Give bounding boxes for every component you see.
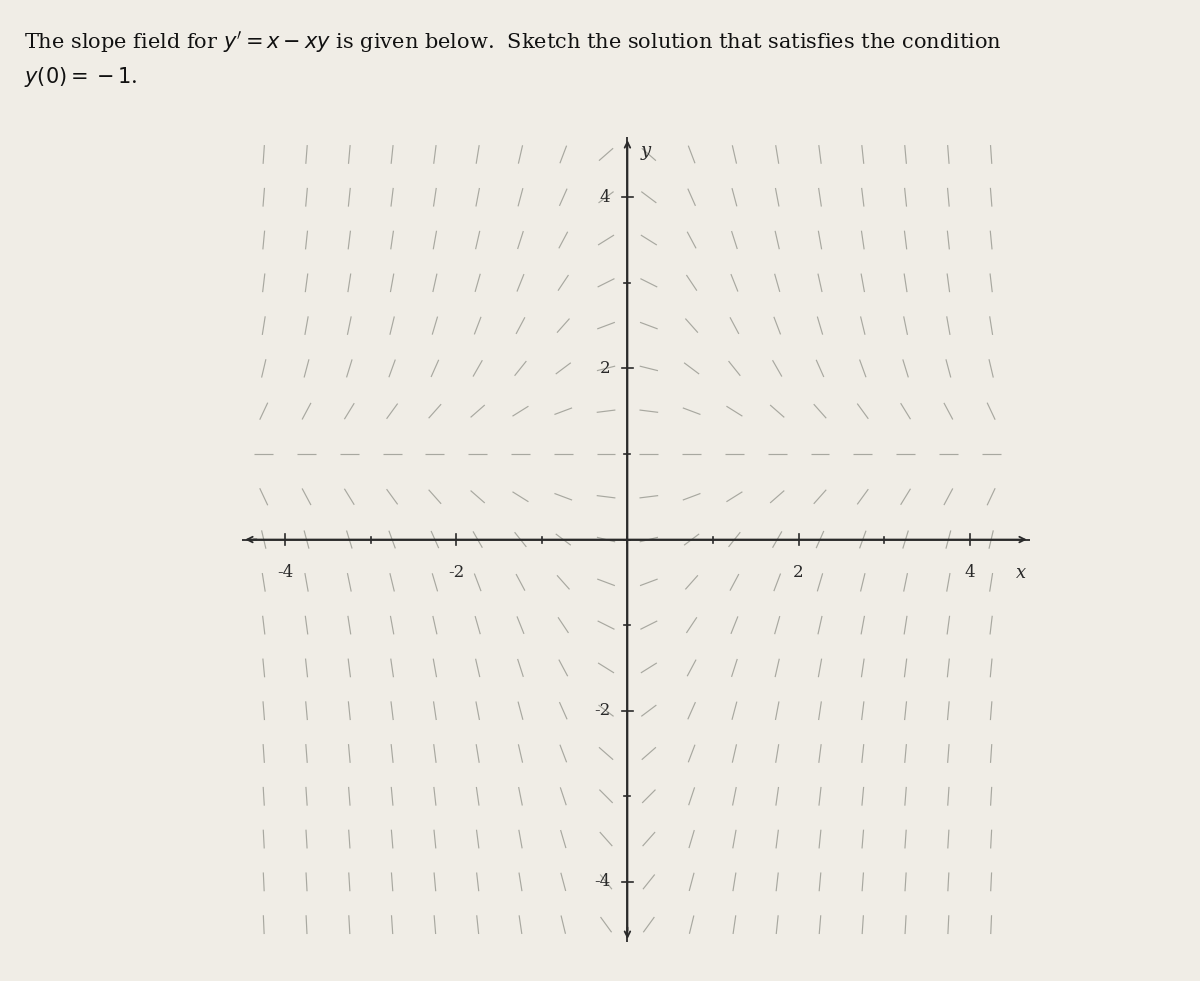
Text: $y(0) = -1$.: $y(0) = -1$. <box>24 65 138 88</box>
Text: 2: 2 <box>793 563 804 581</box>
Text: The slope field for $y' = x - xy$ is given below.  Sketch the solution that sati: The slope field for $y' = x - xy$ is giv… <box>24 29 1002 56</box>
Text: -2: -2 <box>448 563 464 581</box>
Text: y: y <box>641 141 650 160</box>
Text: 4: 4 <box>965 563 976 581</box>
Text: x: x <box>1016 563 1026 582</box>
Text: -2: -2 <box>594 702 611 719</box>
Text: 2: 2 <box>600 360 611 377</box>
Text: -4: -4 <box>594 873 611 891</box>
Text: 4: 4 <box>600 188 611 206</box>
Text: -4: -4 <box>277 563 293 581</box>
